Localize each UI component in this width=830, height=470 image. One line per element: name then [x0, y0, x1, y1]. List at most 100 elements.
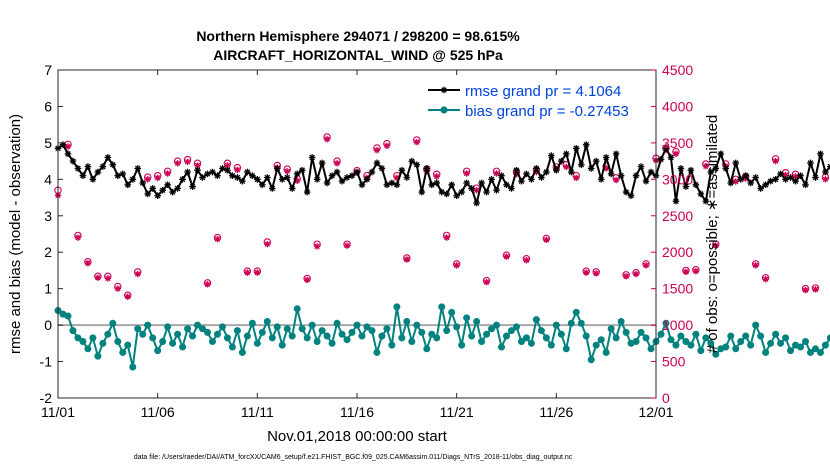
bias-point [572, 308, 580, 316]
bias-point [104, 330, 112, 338]
bias-point [458, 341, 466, 349]
obs-assimilated-point [254, 269, 261, 276]
bias-point [353, 321, 361, 329]
rmse-point [174, 185, 181, 192]
obs-assimilated-point [373, 146, 381, 154]
rmse-point [69, 157, 77, 165]
rmse-point [234, 174, 241, 181]
rmse-point [244, 168, 251, 176]
rmse-point [293, 170, 301, 178]
rmse-point [647, 168, 655, 176]
bias-point [522, 334, 530, 342]
rmse-point [418, 188, 426, 196]
rmse-point [398, 166, 406, 174]
y-tick-label: -1 [40, 354, 53, 370]
y-tick-label: 4 [44, 171, 52, 187]
bias-point [109, 319, 117, 327]
x-tick-label: 12/01 [638, 404, 673, 420]
bias-point [134, 325, 142, 333]
rmse-point [742, 172, 749, 179]
bias-point [189, 332, 197, 340]
title-line-2: AIRCRAFT_HORIZONTAL_WIND @ 525 hPa [213, 47, 503, 63]
obs-assimilated-point [204, 281, 211, 288]
rmse-point [548, 152, 555, 159]
obs-assimilated-point [383, 142, 391, 149]
rmse-point [278, 176, 286, 183]
rmse-point [254, 176, 261, 183]
rmse-point [662, 145, 670, 152]
obs-assimilated-point [303, 276, 311, 284]
rmse-point [642, 177, 650, 185]
rmse-point [563, 150, 570, 158]
obs-assimilated-point [732, 178, 739, 185]
y-tick-label: -2 [40, 390, 53, 406]
rmse-point [74, 165, 82, 172]
obs-assimilated-point [762, 275, 769, 283]
bias-point [383, 325, 391, 333]
bias-point [498, 343, 506, 351]
y-tick-label: 0 [44, 317, 52, 333]
rmse-point [533, 165, 540, 172]
bias-point [552, 321, 560, 329]
rmse-point [458, 188, 465, 196]
rmse-point [249, 172, 256, 179]
bias-point [473, 317, 481, 325]
bias-point [418, 328, 426, 336]
obs-assimilated-point [822, 176, 829, 183]
x-tick-label: 11/16 [340, 404, 374, 420]
bias-point [707, 339, 715, 347]
rmse-point [528, 176, 535, 183]
bias-point [263, 317, 271, 325]
bias-point [537, 327, 545, 335]
y-axis-label: rmse and bias (model - observation) [7, 114, 24, 354]
rmse-point [687, 166, 695, 174]
x-axis-label: Nov.01,2018 00:00:00 start [267, 428, 448, 445]
bias-point [826, 334, 830, 342]
obs-assimilated-point [184, 158, 191, 166]
rmse-point [169, 188, 176, 196]
bias-point [488, 325, 496, 333]
x-tick-label: 11/01 [41, 404, 75, 420]
bias-point [398, 334, 406, 342]
rmse-point [428, 181, 436, 189]
y-right-tick-label: 1500 [662, 281, 693, 297]
rmse-point [513, 166, 520, 174]
rmse-point [164, 181, 171, 189]
obs-assimilated-point [174, 160, 181, 167]
bias-point [493, 321, 501, 329]
y-right-tick-label: 1000 [662, 317, 693, 333]
bias-point [423, 345, 431, 353]
bias-point [622, 328, 630, 336]
bias-point [527, 339, 535, 347]
y-right-tick-label: 2000 [662, 244, 693, 260]
rmse-point [134, 165, 142, 172]
bias-point [248, 319, 256, 327]
rmse-point [817, 150, 824, 158]
bias-point [69, 327, 77, 335]
rmse-point [622, 188, 630, 196]
obs-assimilated-point [313, 243, 321, 250]
bias-point [253, 339, 261, 347]
rmse-point [483, 188, 490, 196]
obs-assimilated-point [64, 143, 72, 150]
bias-point [179, 343, 187, 351]
rmse-point [214, 172, 221, 179]
y-tick-label: 2 [44, 244, 52, 260]
obs-assimilated-point [622, 273, 630, 280]
rmse-point [363, 176, 371, 183]
obs-assimilated-point [433, 173, 440, 180]
rmse-point [567, 168, 575, 176]
rmse-point [727, 179, 735, 187]
bias-point [647, 345, 655, 353]
rmse-point [717, 150, 725, 158]
rmse-point [204, 170, 211, 178]
rmse-point [777, 170, 784, 178]
rmse-point [543, 168, 550, 176]
bias-point [712, 350, 720, 358]
bias-point [672, 341, 680, 349]
legend-bias-marker [440, 106, 448, 114]
bias-point [637, 328, 645, 336]
rmse-point [179, 176, 186, 183]
bias-point [821, 341, 829, 349]
rmse-point [373, 159, 381, 167]
